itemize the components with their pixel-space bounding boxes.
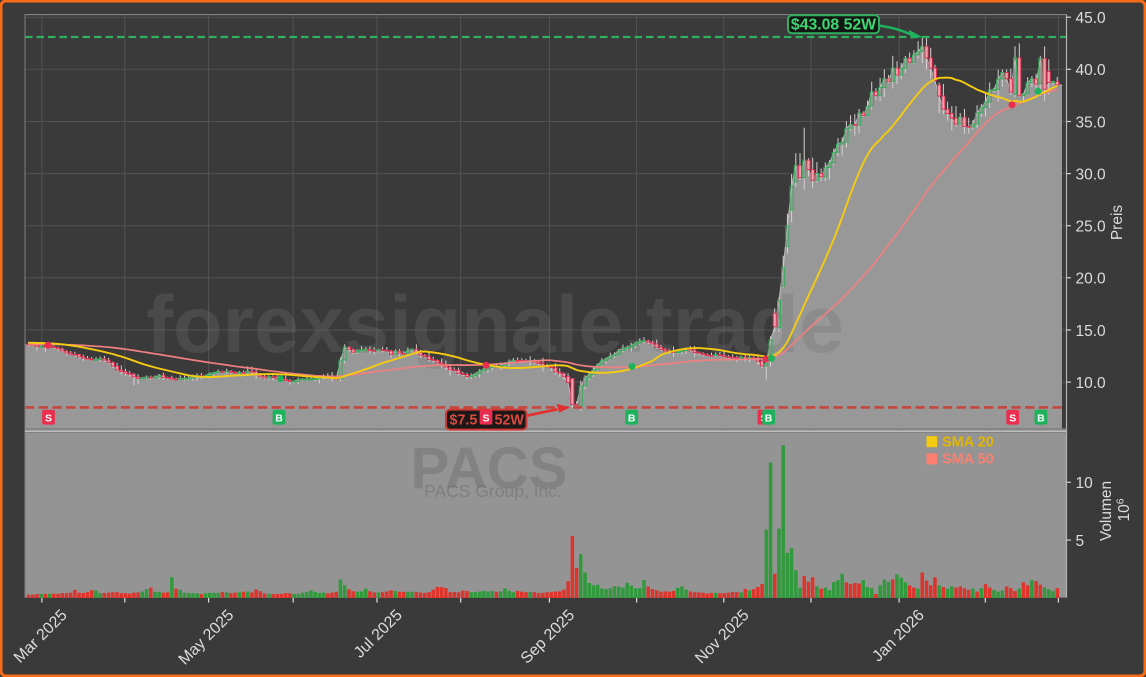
svg-text:B: B (1037, 412, 1045, 424)
svg-text:S: S (45, 412, 52, 424)
svg-text:5: 5 (1076, 533, 1085, 550)
svg-text:S: S (1009, 412, 1016, 424)
svg-text:10: 10 (1076, 475, 1094, 492)
svg-text:PACS: PACS (411, 436, 568, 501)
svg-text:B: B (765, 412, 773, 424)
svg-text:$7.5: $7.5 (450, 413, 478, 429)
svg-text:30.0: 30.0 (1076, 166, 1107, 183)
svg-text:25.0: 25.0 (1076, 219, 1107, 236)
svg-text:20.0: 20.0 (1076, 271, 1107, 288)
svg-text:35.0: 35.0 (1076, 114, 1107, 131)
svg-text:40.0: 40.0 (1076, 62, 1107, 79)
svg-text:45.0: 45.0 (1076, 10, 1107, 27)
svg-text:SMA 50: SMA 50 (942, 452, 994, 468)
svg-text:15.0: 15.0 (1076, 323, 1107, 340)
svg-text:PACS Group, Inc.: PACS Group, Inc. (424, 481, 562, 501)
svg-text:Volumen: Volumen (1098, 481, 1115, 541)
svg-text:52W: 52W (495, 413, 525, 429)
svg-text:B: B (628, 412, 636, 424)
svg-text:S: S (482, 412, 489, 424)
svg-text:Preis: Preis (1109, 205, 1126, 241)
svg-text:SMA 20: SMA 20 (942, 435, 994, 451)
svg-text:B: B (275, 412, 283, 424)
svg-text:10.0: 10.0 (1076, 375, 1107, 392)
svg-text:forexsignale.trade: forexsignale.trade (146, 280, 844, 370)
svg-text:$43.08 52W: $43.08 52W (791, 16, 876, 33)
